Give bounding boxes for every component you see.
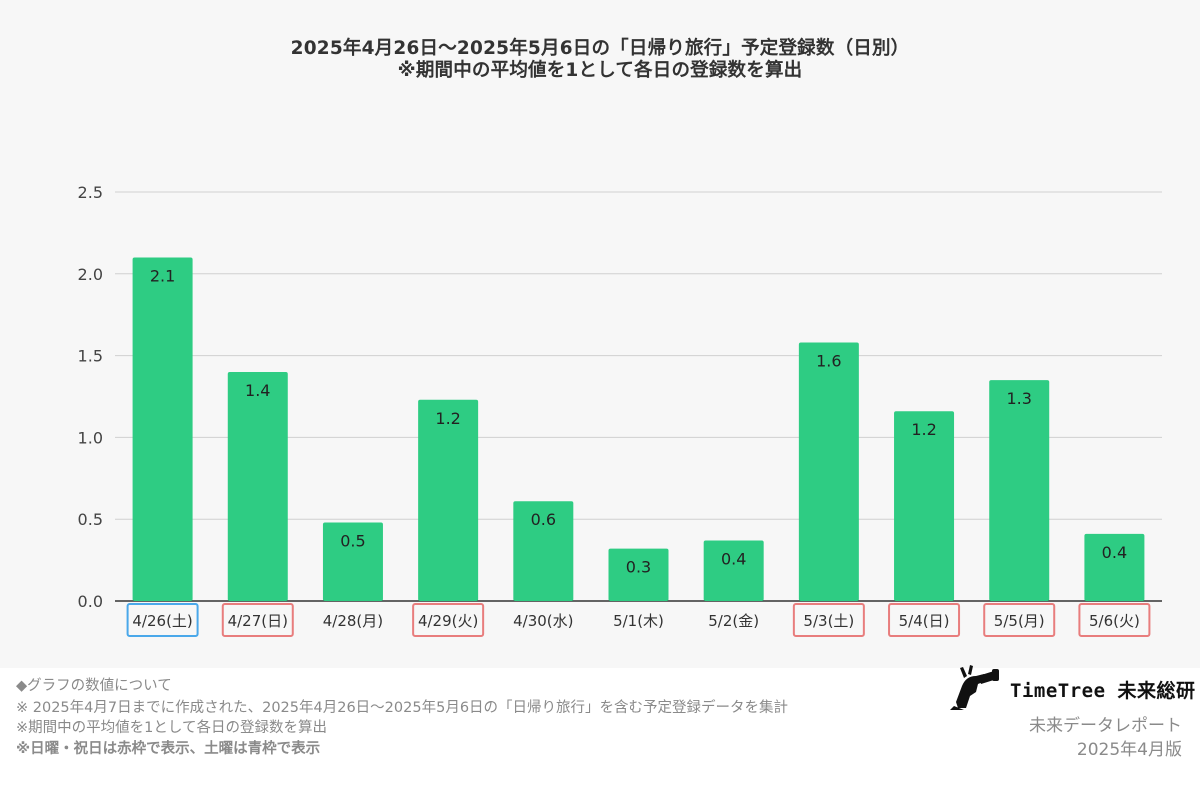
data-label: 1.2 [435, 409, 460, 428]
data-label: 1.6 [816, 352, 841, 371]
x-tick-label: 5/1(木) [613, 612, 664, 630]
data-label: 0.4 [721, 549, 746, 568]
x-tick-label: 4/28(月) [323, 612, 383, 630]
bar [989, 380, 1050, 601]
footer-note-calculation: ※期間中の平均値を1として各日の登録数を算出 [16, 720, 327, 736]
bar [798, 342, 859, 601]
footer-note-heading: ◆グラフの数値について [16, 678, 172, 694]
x-tick-label: 5/3(土) [803, 612, 854, 630]
data-label: 1.4 [245, 381, 270, 400]
x-tick-label: 5/6(火) [1089, 612, 1140, 630]
holiday-frame [221, 603, 294, 637]
saturday-frame [126, 603, 199, 637]
chart-subtitle: ※期間中の平均値を1として各日の登録数を算出 [397, 60, 803, 81]
bar [513, 501, 574, 601]
bar [703, 540, 764, 601]
bar [132, 257, 193, 601]
x-tick-label: 4/30(水) [513, 612, 573, 630]
x-tick-label: 4/29(火) [418, 612, 478, 630]
data-label: 2.1 [150, 266, 175, 285]
chart-title: 2025年4月26日〜2025年5月6日の「日帰り旅行」予定登録数（日別） [290, 38, 910, 59]
report-date: 2025年4月版 [1076, 740, 1182, 760]
footer-note-aggregation: ※ 2025年4月7日までに作成された、2025年4月26日〜2025年5月6日… [16, 700, 789, 716]
y-tick-label: 1.0 [78, 428, 103, 447]
x-tick-label: 5/2(金) [708, 612, 759, 630]
bar [1084, 533, 1145, 601]
data-label: 1.2 [911, 420, 936, 439]
footer-note-frame-legend: ※日曜・祝日は赤枠で表示、土曜は青枠で表示 [16, 741, 321, 757]
holiday-frame [792, 603, 865, 637]
data-label: 0.4 [1102, 543, 1127, 562]
bar [894, 411, 955, 601]
x-tick-label: 5/4(日) [899, 612, 950, 630]
bar [418, 399, 479, 601]
x-tick-label: 4/26(土) [132, 612, 192, 630]
data-label: 1.3 [1007, 389, 1032, 408]
y-tick-label: 0.0 [78, 592, 103, 611]
holiday-frame [1078, 603, 1151, 637]
y-tick-label: 2.0 [78, 265, 103, 284]
bar [322, 522, 383, 601]
y-tick-label: 0.5 [78, 510, 103, 529]
brand-logo: TimeTree 未来総研 [948, 662, 1198, 712]
bar [227, 371, 288, 601]
x-tick-label: 4/27(日) [228, 612, 288, 630]
holiday-frame [888, 603, 961, 637]
y-tick-label: 2.5 [78, 183, 103, 202]
holiday-frame [412, 603, 485, 637]
binoculars-person-icon [950, 665, 999, 710]
data-label: 0.5 [340, 531, 365, 550]
bar [608, 548, 669, 601]
report-label: 未来データレポート [1029, 716, 1182, 736]
y-tick-label: 1.5 [78, 347, 103, 366]
brand-name: TimeTree 未来総研 [1010, 680, 1196, 702]
bar-chart: 0.0 0.5 1.0 1.5 2.0 2.5 2.1 4/26(土) 1.4 4/27(日) 0.… [78, 183, 1162, 637]
data-label: 0.6 [531, 510, 556, 529]
data-label: 0.3 [626, 558, 651, 577]
holiday-frame [983, 603, 1056, 637]
x-tick-label: 5/5(月) [994, 612, 1045, 630]
